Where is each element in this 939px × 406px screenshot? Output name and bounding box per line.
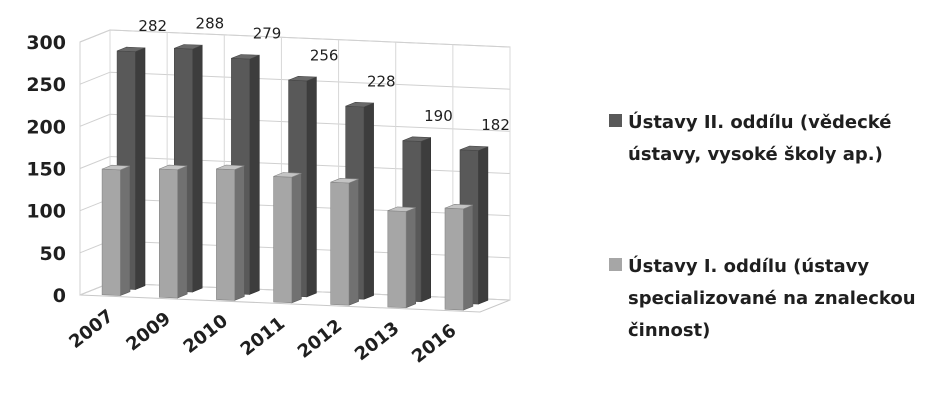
bar-series2-2009 xyxy=(159,164,188,299)
data-label: 279 xyxy=(253,24,282,42)
x-tick-label: 2013 xyxy=(351,318,403,365)
data-label: 288 xyxy=(196,14,225,32)
y-axis: 0 50 100 150 200 250 300 xyxy=(26,32,66,307)
x-tick-label: 2009 xyxy=(122,308,174,355)
legend-item: Ústavy I. oddílu (ústavy specializované n… xyxy=(609,255,916,341)
data-label: 256 xyxy=(310,46,339,64)
legend-swatch xyxy=(609,114,622,127)
bar-series2-2016 xyxy=(444,203,474,311)
y-tick-label: 150 xyxy=(26,159,66,181)
data-label: 182 xyxy=(481,116,510,134)
x-tick-label: 2011 xyxy=(237,313,289,360)
legend: Ústavy II. oddílu (vědecké ústavy, vysoké… xyxy=(609,111,916,341)
bar-series2-2010 xyxy=(216,164,245,301)
x-axis: 2007 2009 2010 2011 2012 2013 2016 xyxy=(65,306,460,368)
data-label: 190 xyxy=(424,107,453,125)
legend-label: Ústavy I. oddílu (ústavy specializované n… xyxy=(628,255,916,341)
y-tick-label: 200 xyxy=(26,116,66,138)
y-tick-label: 50 xyxy=(40,243,66,265)
legend-item: Ústavy II. oddílu (vědecké ústavy, vysoké… xyxy=(609,111,892,165)
data-labels: 282 288 279 256 228 190 182 xyxy=(138,14,509,134)
bar-series2-2012 xyxy=(330,177,359,306)
x-tick-label: 2007 xyxy=(65,306,117,353)
bar-series2-2007 xyxy=(101,164,131,296)
x-tick-label: 2012 xyxy=(294,315,346,362)
x-tick-label: 2010 xyxy=(180,310,232,357)
y-tick-label: 100 xyxy=(26,201,66,223)
bar-series2-2013 xyxy=(387,206,417,309)
y-tick-label: 250 xyxy=(26,74,66,96)
y-tick-label: 0 xyxy=(53,285,66,307)
x-tick-label: 2016 xyxy=(408,320,460,367)
y-tick-label: 300 xyxy=(26,32,66,54)
data-label: 228 xyxy=(367,72,396,90)
bar-series2-2011 xyxy=(273,172,302,304)
legend-swatch xyxy=(609,258,622,271)
bars-front-series xyxy=(101,164,474,311)
data-label: 282 xyxy=(138,17,167,35)
legend-label: Ústavy II. oddílu (vědecké ústavy, vysoké… xyxy=(628,111,892,165)
